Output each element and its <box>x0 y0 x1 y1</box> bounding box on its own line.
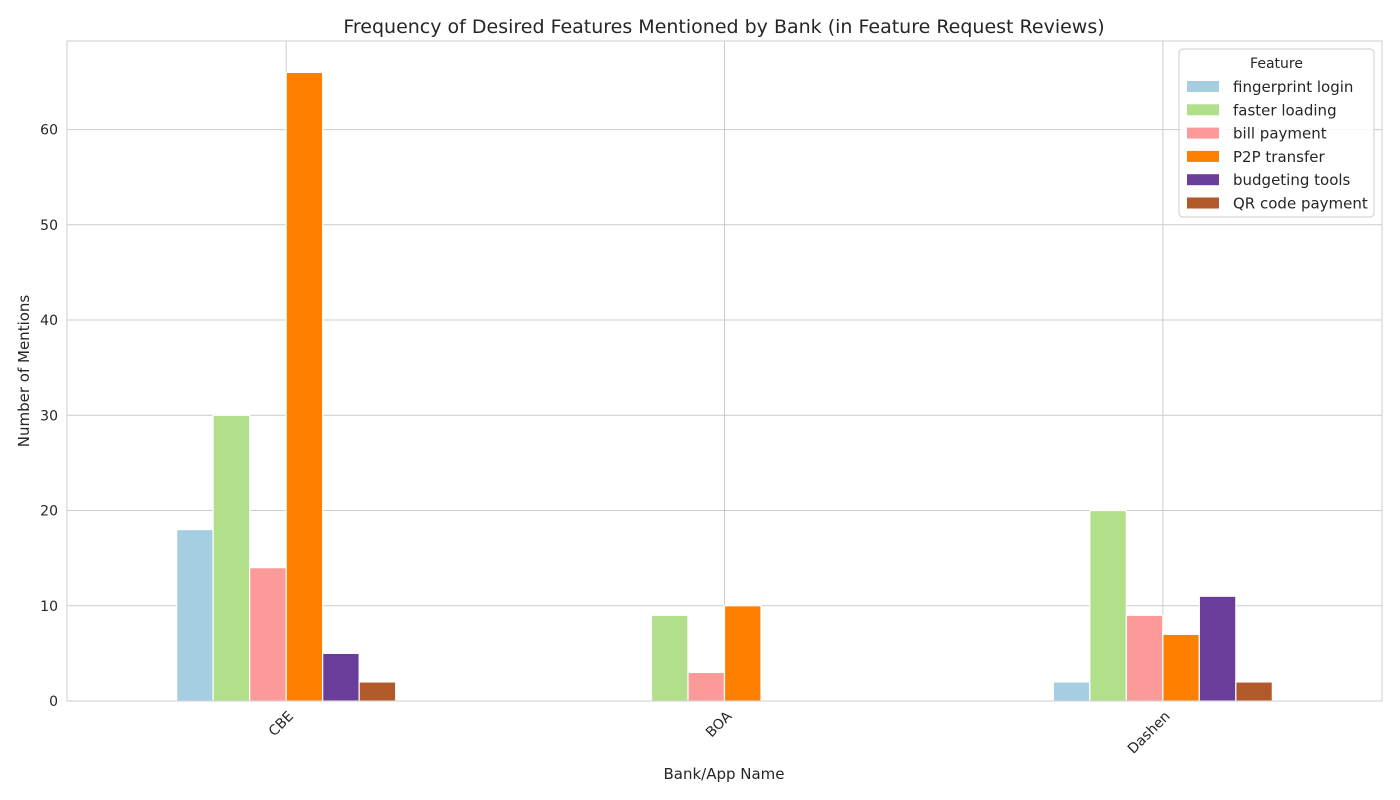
chart-title: Frequency of Desired Features Mentioned … <box>343 16 1104 38</box>
y-tick-label: 0 <box>49 694 58 710</box>
y-axis-label: Number of Mentions <box>15 295 33 448</box>
x-tick-label: BOA <box>703 708 736 741</box>
bar-p2p-transfer-cbe <box>285 71 324 702</box>
legend-title: Feature <box>1250 56 1303 72</box>
y-tick-label: 10 <box>40 599 58 615</box>
legend-entry-label: faster loading <box>1233 101 1337 119</box>
y-tick-label: 20 <box>40 504 58 520</box>
x-tick-label: CBE <box>266 709 297 740</box>
legend-swatch <box>1187 104 1219 116</box>
x-tick-label: Dashen <box>1125 709 1174 758</box>
legend-swatch <box>1187 174 1219 186</box>
plot-area: 0 10 20 30 40 50 60 CBE BOA Dashen <box>40 40 1383 758</box>
y-tick-label: 30 <box>40 408 58 424</box>
y-tick-label: 60 <box>40 123 58 139</box>
bar-qr-code-payment-cbe <box>358 681 397 702</box>
bar-fingerprint-login-cbe <box>176 528 214 702</box>
legend-entry-label: QR code payment <box>1233 195 1368 213</box>
bar-bill-payment-dashen <box>1125 614 1164 702</box>
legend-box <box>1178 48 1375 218</box>
legend-swatch <box>1187 81 1219 92</box>
legend-entry-label: P2P transfer <box>1233 148 1325 166</box>
bar-budgeting-tools-cbe <box>322 652 360 702</box>
bar-fingerprint-login-dashen <box>1052 681 1091 702</box>
y-tick-label: 40 <box>40 313 58 329</box>
bar-qr-code-payment-dashen <box>1235 681 1273 702</box>
legend-swatch <box>1187 150 1219 162</box>
bar-bill-payment-cbe <box>249 567 287 702</box>
legend-swatch <box>1187 197 1219 209</box>
legend-swatch <box>1187 127 1219 139</box>
bar-faster-loading-dashen <box>1089 509 1127 702</box>
y-tick-label: 50 <box>40 218 58 234</box>
legend-entry-label: bill payment <box>1233 125 1327 143</box>
legend-entry-label: budgeting tools <box>1233 171 1351 189</box>
bar-faster-loading-boa <box>650 614 689 702</box>
bar-faster-loading-cbe <box>212 414 251 702</box>
x-axis-label: Bank/App Name <box>663 765 784 783</box>
legend: Feature fingerprint login faster loading bi… <box>1178 48 1375 218</box>
bar-budgeting-tools-dashen <box>1198 595 1237 702</box>
bar-p2p-transfer-dashen <box>1162 633 1200 702</box>
plot-frame <box>66 40 1383 702</box>
legend-entry-label: fingerprint login <box>1233 78 1353 96</box>
bar-p2p-transfer-boa <box>723 605 762 702</box>
bar-bill-payment-boa <box>687 671 726 702</box>
